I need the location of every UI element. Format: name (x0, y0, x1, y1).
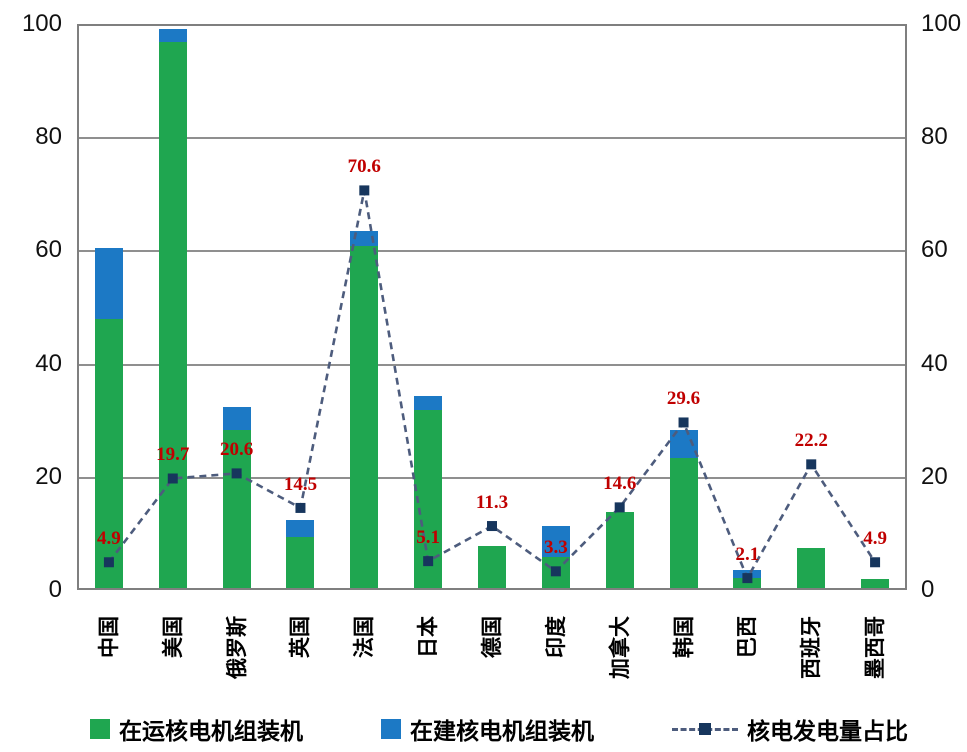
gridline-20 (79, 476, 905, 479)
y-tick-right-100: 100 (921, 10, 962, 37)
y-tick-right-20: 20 (921, 462, 948, 490)
x-label-西班牙: 西班牙 (799, 616, 824, 679)
bar-operating-印度 (541, 556, 570, 588)
y-tick-left-80: 80 (35, 123, 62, 151)
x-label-美国: 美国 (160, 616, 185, 658)
legend: 在运核电机组装机 在建核电机组装机 核电发电量占比 (90, 712, 908, 746)
bar-operating-加拿大 (605, 511, 634, 588)
bar-under-construction-中国 (94, 248, 123, 320)
share-value-label-俄罗斯: 20.6 (219, 439, 254, 461)
share-value-label-中国: 4.9 (97, 528, 121, 550)
bar-operating-巴西 (733, 577, 762, 588)
bar-under-construction-巴西 (733, 570, 762, 578)
share-value-label-西班牙: 22.2 (794, 430, 828, 452)
share-value-label-加拿大: 14.6 (603, 473, 637, 495)
share-value-label-墨西哥: 4.9 (863, 528, 887, 550)
x-label-韩国: 韩国 (671, 616, 696, 658)
share-value-label-英国: 14.5 (283, 473, 318, 495)
y-tick-left-60: 60 (35, 236, 62, 264)
x-label-巴西: 巴西 (735, 616, 760, 658)
y-tick-left-40: 40 (35, 349, 62, 377)
x-label-日本: 日本 (416, 616, 441, 658)
bar-under-construction-日本 (414, 395, 443, 410)
x-label-中国: 中国 (96, 616, 121, 658)
under-construction-bar-swatch-icon (381, 719, 401, 739)
share-value-label-法国: 70.6 (347, 156, 381, 178)
gridline-80 (79, 137, 905, 140)
x-label-墨西哥: 墨西哥 (863, 616, 888, 679)
x-label-俄罗斯: 俄罗斯 (224, 616, 249, 679)
bar-under-construction-韩国 (669, 429, 698, 458)
y-tick-right-60: 60 (921, 236, 948, 264)
y-tick-right-0: 0 (921, 576, 935, 603)
legend-label-under-construction: 在建核电机组装机 (410, 719, 594, 745)
y-tick-left-20: 20 (35, 462, 62, 490)
y-tick-right-80: 80 (921, 123, 948, 151)
x-label-法国: 法国 (352, 616, 377, 658)
x-label-英国: 英国 (288, 616, 313, 658)
bar-under-construction-法国 (350, 231, 379, 246)
legend-item-share-line: 核电发电量占比 (672, 712, 908, 746)
share-value-label-巴西: 2.1 (735, 544, 760, 566)
share-value-label-印度: 3.3 (543, 537, 568, 559)
gridline-40 (79, 363, 905, 366)
x-label-加拿大: 加拿大 (607, 616, 632, 679)
bar-under-construction-俄罗斯 (222, 406, 251, 430)
share-value-label-韩国: 29.6 (666, 388, 701, 410)
bar-under-construction-英国 (286, 520, 315, 538)
x-label-印度: 印度 (543, 616, 568, 658)
bar-operating-西班牙 (797, 548, 826, 588)
bar-operating-英国 (286, 537, 315, 588)
bar-under-construction-美国 (158, 28, 187, 42)
legend-label-share: 核电发电量占比 (747, 719, 908, 745)
dashed-line-swatch-icon (672, 723, 738, 735)
bar-operating-墨西哥 (861, 578, 890, 588)
y-tick-left-100: 100 (21, 10, 62, 37)
share-value-label-日本: 5.1 (416, 527, 441, 549)
share-value-label-德国: 11.3 (475, 492, 509, 514)
legend-item-operating: 在运核电机组装机 (90, 712, 303, 746)
bar-operating-法国 (350, 245, 379, 588)
bar-operating-德国 (478, 545, 506, 588)
operating-bar-swatch-icon (90, 719, 110, 739)
gridline-60 (79, 250, 905, 253)
legend-label-operating: 在运核电机组装机 (119, 719, 303, 745)
bar-operating-美国 (158, 41, 187, 588)
legend-item-under-construction: 在建核电机组装机 (381, 712, 594, 746)
y-tick-right-40: 40 (921, 349, 948, 377)
y-tick-left-0: 0 (48, 576, 62, 603)
bar-operating-韩国 (669, 457, 698, 588)
bar-operating-日本 (414, 409, 443, 588)
x-label-德国: 德国 (480, 616, 504, 658)
share-value-label-美国: 19.7 (156, 444, 190, 466)
